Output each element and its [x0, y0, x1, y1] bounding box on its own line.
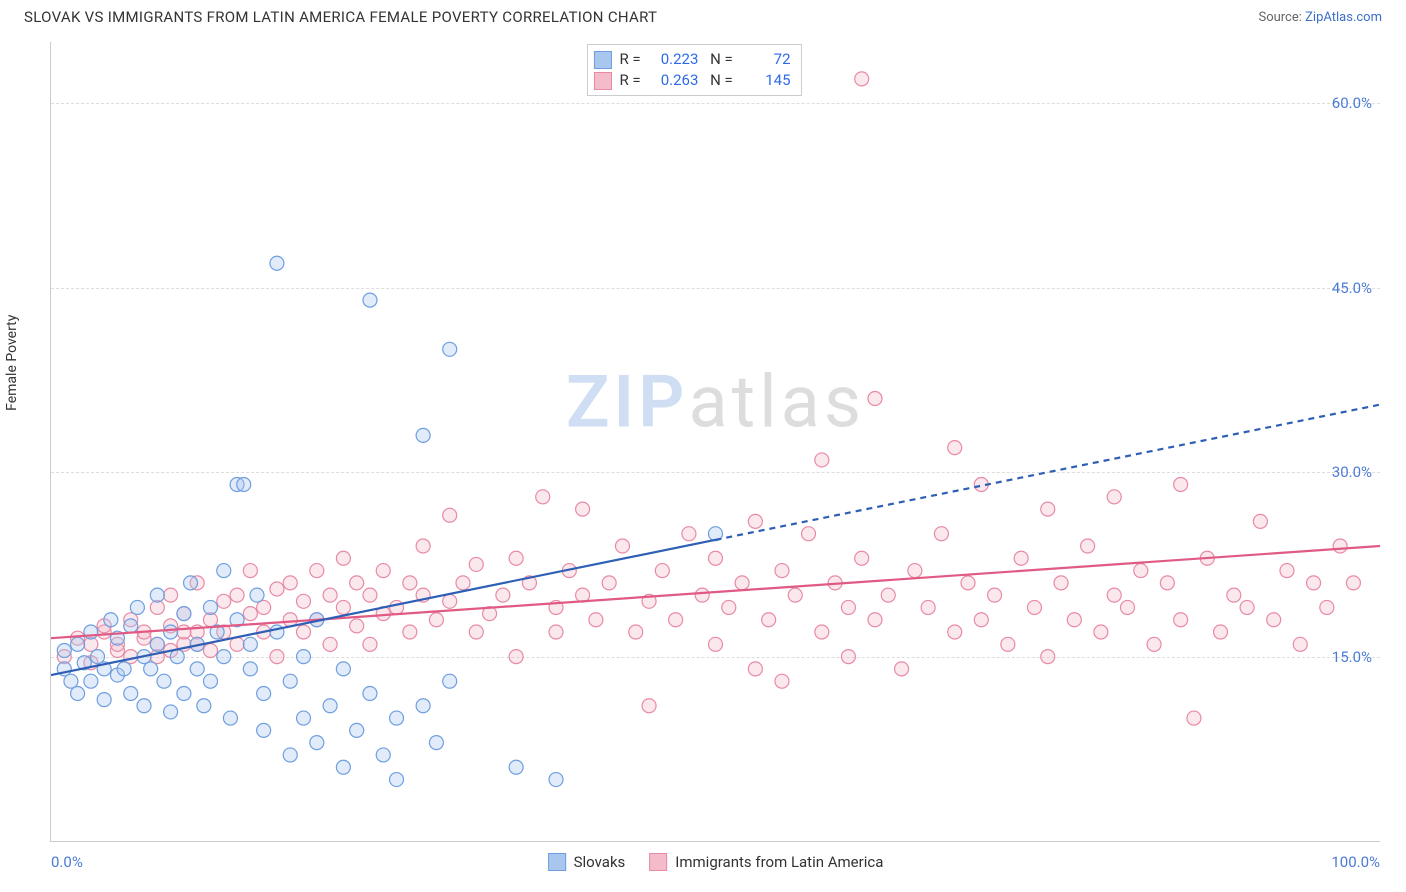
- x-tick-right: 100.0%: [1331, 853, 1380, 871]
- r-value-slovak: 0.223: [644, 49, 698, 70]
- legend-label-slovak: Slovaks: [574, 853, 626, 871]
- regression-lines: [51, 42, 1380, 841]
- legend-row-latin: R = 0.263 N = 145: [593, 70, 790, 91]
- source-link[interactable]: ZipAtlas.com: [1305, 10, 1382, 25]
- swatch-latin-icon: [593, 72, 611, 90]
- r-label: R =: [619, 71, 640, 89]
- chart-container: Female Poverty ZIPatlas R = 0.223 N = 72…: [14, 36, 1392, 882]
- legend-row-slovak: R = 0.223 N = 72: [593, 49, 790, 70]
- swatch-slovak-icon: [593, 51, 611, 69]
- r-label: R =: [619, 50, 640, 68]
- chart-title: SLOVAK VS IMMIGRANTS FROM LATIN AMERICA …: [24, 8, 657, 26]
- n-value-latin: 145: [737, 70, 791, 91]
- n-value-slovak: 72: [737, 49, 791, 70]
- source-prefix: Source:: [1258, 10, 1305, 25]
- swatch-latin-icon: [649, 853, 667, 871]
- source-label: Source: ZipAtlas.com: [1258, 10, 1382, 25]
- x-tick-left: 0.0%: [51, 853, 83, 871]
- legend-series: Slovaks Immigrants from Latin America: [548, 853, 884, 871]
- y-axis-label: Female Poverty: [4, 315, 20, 411]
- swatch-slovak-icon: [548, 853, 566, 871]
- legend-item-slovak: Slovaks: [548, 853, 626, 871]
- n-label: N =: [710, 50, 733, 68]
- legend-item-latin: Immigrants from Latin America: [649, 853, 883, 871]
- legend-stats: R = 0.223 N = 72 R = 0.263 N = 145: [586, 44, 801, 96]
- r-value-latin: 0.263: [644, 70, 698, 91]
- legend-label-latin: Immigrants from Latin America: [675, 853, 883, 871]
- n-label: N =: [710, 71, 733, 89]
- plot-area: ZIPatlas R = 0.223 N = 72 R = 0.263 N = …: [50, 42, 1380, 842]
